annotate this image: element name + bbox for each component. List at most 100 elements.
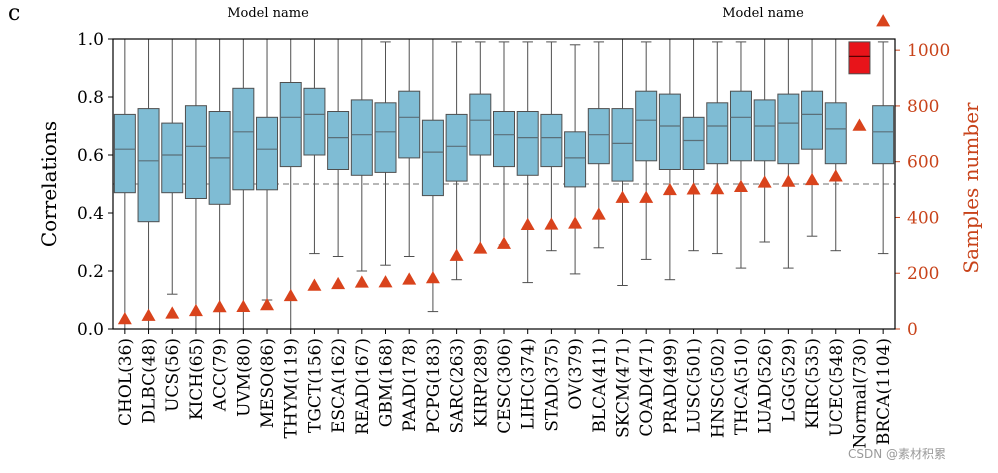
box	[753, 99, 776, 162]
box	[137, 108, 160, 223]
box	[113, 113, 136, 194]
x-tick-label: BLCA(411)	[590, 338, 610, 433]
x-tick-label: MESO(86)	[258, 338, 278, 428]
x-tick-label: LUSC(501)	[685, 338, 705, 433]
sample-count-marker	[425, 270, 440, 284]
sample-count-marker	[307, 278, 322, 291]
sample-count-marker	[733, 179, 748, 193]
x-tick-label: LIHC(374)	[519, 338, 539, 430]
x-tick-label: BRCA(1104)	[874, 338, 894, 445]
box	[327, 111, 350, 170]
sample-count-marker	[212, 299, 227, 313]
y-tick-label: 0.6	[77, 146, 104, 166]
x-tick-label: READ(167)	[353, 338, 373, 435]
sample-count-marker	[639, 190, 654, 203]
box	[493, 111, 515, 168]
sample-count-marker	[449, 248, 464, 261]
x-tick-label: Normal(730)	[850, 338, 870, 449]
box-normal-highlight	[848, 41, 871, 75]
box	[184, 105, 207, 199]
box	[777, 93, 800, 165]
sample-count-marker	[662, 182, 677, 196]
y-tick-label: 0.4	[77, 204, 104, 224]
top-caption-right: Model name	[722, 6, 804, 21]
y2-tick-label: 800	[907, 97, 939, 117]
y-axis-title: Correlations	[37, 121, 61, 247]
sample-count-marker	[354, 275, 369, 288]
box	[682, 116, 705, 171]
y-tick-label: 0.2	[77, 262, 104, 282]
sample-count-marker	[402, 272, 417, 285]
plot-area: CHOL(36) DLBC(48) UCS(56) KICH(65) ACC(79) UV…	[37, 14, 983, 449]
x-tick-label: PCPG(183)	[424, 338, 444, 433]
sample-count-marker	[331, 276, 346, 290]
box	[469, 93, 492, 156]
sample-count-marker	[260, 298, 275, 311]
x-tick-label: UVM(80)	[234, 338, 254, 417]
x-tick-label: KIRP(289)	[471, 338, 491, 427]
x-tick-label: DLBC(48)	[140, 338, 160, 424]
sample-count-marker	[686, 182, 701, 195]
x-tick-label: UCS(56)	[163, 338, 183, 412]
sample-count-marker	[117, 311, 132, 325]
box	[658, 93, 681, 170]
top-caption-left: Model name	[227, 6, 309, 21]
box	[516, 111, 539, 176]
sample-count-marker	[165, 306, 180, 319]
sample-count-marker	[236, 299, 251, 312]
plot-frame	[112, 38, 896, 330]
watermark: CSDN @素材积累	[848, 447, 946, 461]
sample-count-marker	[378, 275, 393, 288]
sample-count-marker	[188, 303, 203, 317]
sample-count-marker	[710, 182, 725, 195]
box	[729, 90, 752, 162]
panel-label: c	[8, 1, 20, 26]
x-tick-label: PRAD(499)	[661, 338, 681, 434]
box	[303, 87, 326, 156]
sample-count-marker	[473, 241, 488, 254]
sample-count-marker	[852, 118, 867, 131]
x-tick-label: UCEC(548)	[827, 338, 847, 436]
sample-count-marker	[876, 14, 891, 27]
x-tick-label: CESC(306)	[495, 338, 515, 434]
x-tick-label: COAD(471)	[637, 338, 657, 437]
sample-count-marker	[615, 190, 630, 203]
y2-tick-label: 1000	[907, 41, 950, 61]
sample-count-marker	[781, 174, 796, 187]
x-tick-label: HNSC(502)	[708, 338, 728, 438]
y2-tick-label: 0	[907, 320, 918, 340]
sample-count-marker	[828, 169, 843, 182]
box	[256, 116, 279, 191]
x-tick-label: CHOL(36)	[116, 338, 136, 426]
x-tick-label: ACC(79)	[211, 338, 231, 412]
x-tick-label: THYM(119)	[282, 338, 302, 439]
sample-count-marker	[520, 217, 535, 230]
box	[801, 90, 824, 150]
y2-tick-label: 600	[907, 153, 939, 173]
box	[445, 113, 468, 182]
sample-count-marker	[544, 217, 559, 230]
box	[398, 90, 421, 159]
y2-axis-title: Samples number	[959, 102, 983, 274]
box	[374, 102, 397, 173]
y-tick-label: 0.0	[77, 320, 104, 340]
y2-tick-label: 400	[907, 208, 939, 228]
box	[587, 108, 610, 165]
x-tick-label: PAAD(178)	[400, 338, 420, 432]
x-tick-label: THCA(510)	[732, 338, 752, 435]
x-tick-label: SARC(263)	[448, 338, 468, 433]
y2-tick-label: 200	[907, 264, 939, 284]
box	[611, 108, 634, 182]
sample-count-marker	[591, 207, 606, 220]
box	[279, 82, 302, 168]
y-tick-label: 1.0	[77, 30, 104, 50]
x-tick-label: ESCA(162)	[329, 338, 349, 433]
sample-count-marker	[568, 216, 583, 229]
sample-count-marker	[497, 236, 511, 249]
x-tick-label: OV(379)	[566, 338, 586, 410]
box	[161, 122, 184, 194]
box	[635, 90, 658, 162]
x-tick-label: STAD(375)	[542, 338, 562, 432]
y-tick-label: 0.8	[77, 88, 104, 108]
